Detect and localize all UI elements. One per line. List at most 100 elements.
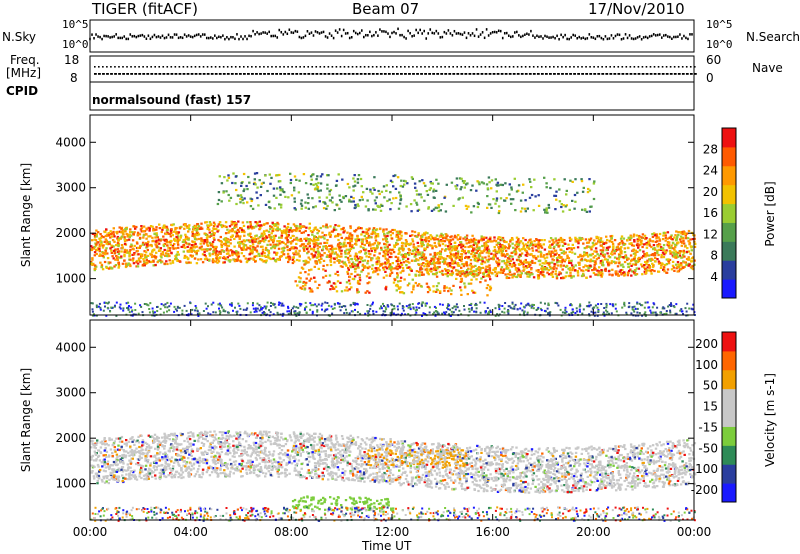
- power-cell: [546, 262, 549, 265]
- power-cell: [397, 233, 401, 236]
- power-cell: [616, 245, 620, 248]
- power-cell: [360, 195, 363, 198]
- power-cell: [257, 252, 260, 255]
- power-cell: [312, 249, 316, 252]
- power-cell: [508, 183, 511, 186]
- power-cell: [522, 260, 526, 263]
- power-cell: [331, 201, 334, 204]
- power-cell: [123, 259, 126, 262]
- power-cell: [445, 234, 448, 237]
- power-cell: [398, 247, 401, 250]
- power-cell: [600, 269, 603, 272]
- power-cell: [580, 269, 583, 272]
- power-cell: [360, 227, 363, 230]
- power-cell: [532, 243, 535, 246]
- nave-dot: [524, 66, 527, 68]
- power-cell: [495, 272, 499, 275]
- power-cell: [110, 249, 113, 252]
- power-cell: [572, 275, 575, 278]
- power-cell: [349, 226, 352, 230]
- power-cell: [588, 189, 592, 192]
- power-cell: [243, 240, 246, 243]
- power-cell: [535, 238, 539, 242]
- power-cell: [382, 228, 385, 231]
- power-cell: [443, 196, 446, 199]
- power-cell: [391, 248, 394, 252]
- power-cell: [326, 174, 329, 177]
- power-cell: [543, 208, 546, 211]
- power-cell: [502, 254, 505, 257]
- power-cell: [643, 270, 646, 273]
- nave-dot: [311, 66, 314, 68]
- power-cell: [551, 270, 554, 273]
- power-cell: [480, 237, 483, 240]
- power-cell: [563, 260, 566, 263]
- power-cell: [583, 254, 586, 257]
- power-cell: [422, 273, 425, 276]
- power-cell: [366, 262, 369, 265]
- power-cell: [338, 199, 342, 202]
- power-cell: [150, 255, 154, 259]
- power-cell: [184, 224, 187, 227]
- power-cell: [219, 251, 222, 254]
- power-cell: [411, 238, 414, 241]
- power-cell: [274, 245, 277, 248]
- power-cell: [191, 234, 194, 237]
- power-cell: [289, 181, 292, 185]
- power-cell: [417, 253, 420, 256]
- power-cell: [410, 291, 413, 294]
- power-cell: [591, 245, 594, 248]
- power-cell: [353, 263, 356, 266]
- power-cell: [250, 227, 254, 230]
- power-cell: [186, 242, 189, 245]
- power-cell: [645, 271, 648, 275]
- power-cell: [449, 239, 452, 242]
- power-cell: [411, 230, 414, 233]
- power-cell: [439, 290, 442, 293]
- power-cell: [214, 247, 218, 250]
- power-cell: [552, 251, 555, 254]
- power-cell: [225, 190, 228, 193]
- nave-dot: [279, 66, 281, 68]
- power-cell: [408, 266, 411, 269]
- power-cell: [357, 239, 360, 242]
- power-cell: [358, 282, 361, 285]
- power-cell: [305, 226, 308, 229]
- power-cell: [283, 191, 286, 194]
- power-cell: [171, 234, 174, 237]
- nave-dot: [520, 66, 523, 68]
- power-cell: [171, 246, 175, 249]
- power-cell: [529, 243, 532, 247]
- power-cell: [177, 253, 180, 256]
- power-cell: [260, 259, 264, 262]
- nave-dot: [476, 66, 479, 68]
- freq-dot: [174, 73, 178, 75]
- power-cell: [277, 180, 281, 183]
- power-cell: [208, 221, 212, 224]
- power-cell: [327, 250, 331, 253]
- power-cell: [465, 262, 468, 265]
- power-cell: [468, 272, 472, 275]
- power-cell: [517, 237, 520, 241]
- power-cell: [582, 186, 585, 189]
- power-cell: [441, 242, 445, 246]
- power-cell: [595, 237, 598, 240]
- power-cell: [394, 196, 398, 200]
- power-cell: [505, 276, 508, 280]
- power-cell: [435, 178, 438, 181]
- power-cell: [277, 247, 281, 250]
- freq-dot: [404, 73, 407, 75]
- power-cell: [547, 263, 551, 267]
- power-cell: [224, 242, 227, 245]
- power-cell: [246, 201, 249, 204]
- power-cell: [388, 263, 391, 266]
- power-cell: [307, 256, 310, 259]
- power-cell: [145, 262, 148, 265]
- power-cell: [488, 267, 492, 270]
- power-cell: [671, 241, 675, 244]
- power-cell: [183, 254, 187, 257]
- power-cell: [98, 237, 101, 240]
- power-cell: [292, 252, 295, 255]
- power-cell: [280, 234, 283, 237]
- power-cell: [501, 250, 504, 253]
